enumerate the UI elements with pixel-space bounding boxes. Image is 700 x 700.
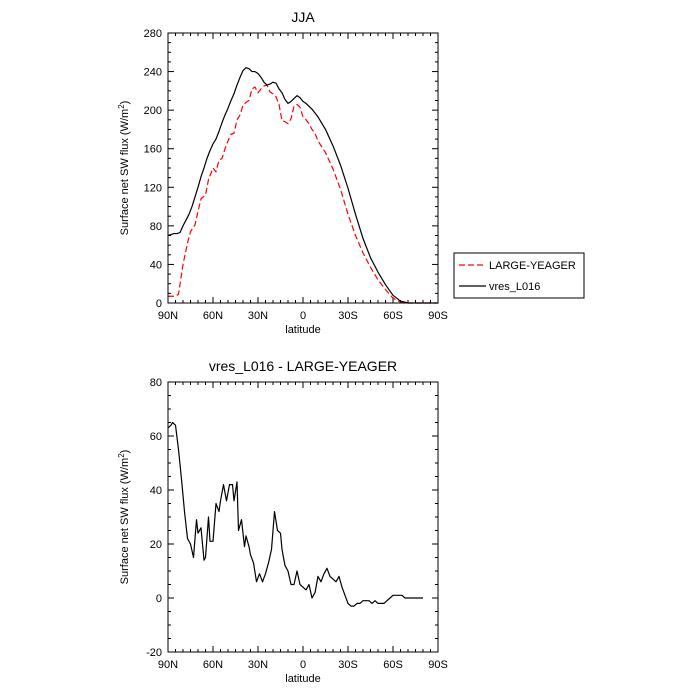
minor-ticks <box>168 382 438 652</box>
series-line-large-yeager <box>168 84 438 304</box>
y-tick-label: 280 <box>144 28 162 40</box>
chart-title: vres_L016 - LARGE-YEAGER <box>209 358 397 374</box>
x-tick-label: 90S <box>428 659 448 671</box>
minor-ticks <box>168 33 438 303</box>
legend-box <box>453 252 585 299</box>
y-tick-label: 240 <box>144 67 162 79</box>
y-tick-label: 200 <box>144 105 162 117</box>
y-tick-label: -20 <box>146 647 162 659</box>
x-tick-label: 60N <box>203 659 223 671</box>
x-tick-label: 90S <box>428 310 448 322</box>
y-axis-label: Surface net SW flux (W/m2) <box>117 101 132 236</box>
legend-label: LARGE-YEAGER <box>489 260 576 272</box>
x-tick-label: 60S <box>383 659 403 671</box>
x-tick-label: 60N <box>203 310 223 322</box>
chart-title: JJA <box>291 9 315 25</box>
legend-label: vres_L016 <box>489 281 540 293</box>
y-tick-label: 160 <box>144 144 162 156</box>
top-panel: JJA 90N 60N 30N 0 30S 60S 90S 0 40 80 120 160 200 240 2… <box>117 9 448 336</box>
y-tick-label: 80 <box>150 377 162 389</box>
x-tick-label: 0 <box>300 310 306 322</box>
y-tick-label: 0 <box>156 593 162 605</box>
legend: LARGE-YEAGER vres_L016 <box>453 252 585 299</box>
y-tick-label: 0 <box>156 298 162 310</box>
y-tick-label: 40 <box>150 485 162 497</box>
plot-frame <box>167 32 439 304</box>
y-tick-label: 80 <box>150 221 162 233</box>
y-tick-label: 20 <box>150 539 162 551</box>
series-line-vres-l016-large-yeager <box>167 421 423 607</box>
series-line-vres-l016 <box>167 67 438 304</box>
x-tick-label: 30N <box>248 659 268 671</box>
x-tick-label: 30N <box>248 310 268 322</box>
x-tick-label: 90N <box>158 310 178 322</box>
x-tick-label: 30S <box>338 659 358 671</box>
y-tick-label: 120 <box>144 182 162 194</box>
y-tick-label: 60 <box>150 431 162 443</box>
x-axis-label: latitude <box>285 324 320 336</box>
y-axis-label: Surface net SW flux (W/m2) <box>117 450 132 585</box>
y-tick-label: 40 <box>150 259 162 271</box>
x-tick-label: 0 <box>300 659 306 671</box>
x-tick-label: 90N <box>158 659 178 671</box>
plot-frame <box>167 381 439 653</box>
x-tick-label: 30S <box>338 310 358 322</box>
x-tick-label: 60S <box>383 310 403 322</box>
x-axis-label: latitude <box>285 673 320 685</box>
